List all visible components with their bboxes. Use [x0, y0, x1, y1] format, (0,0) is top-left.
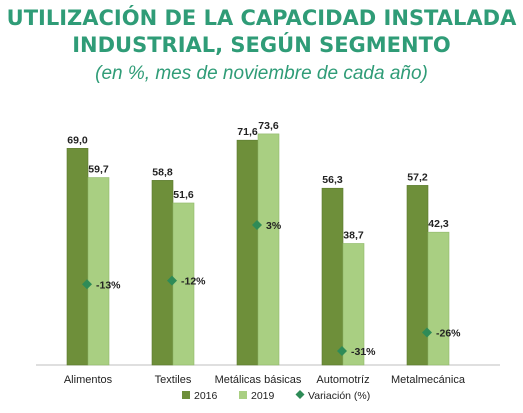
legend: 2016 2019 Variación (%): [182, 390, 370, 402]
variation-label: -26%: [436, 327, 461, 339]
variation-marker: [252, 220, 262, 230]
data-label-2019: 51,6: [173, 189, 194, 201]
bar-2019-alimentos: [87, 177, 110, 366]
category-label: Metalmecánica: [391, 374, 466, 386]
data-label-2019: 73,6: [258, 120, 279, 132]
variation-marker: [167, 275, 177, 286]
chart-subtitle: (en %, mes de noviembre de cada año): [95, 63, 428, 84]
bar-2016-metalmecánica: [406, 185, 429, 366]
category-label: Metálicas básicas: [215, 374, 302, 386]
legend-label: 2016: [194, 390, 218, 402]
data-label-2019: 42,3: [428, 218, 449, 230]
variation-label: 3%: [266, 220, 282, 232]
chart-title-line-2: INDUSTRIAL, SEGÚN SEGMENTO: [72, 33, 451, 57]
data-label-2016: 71,6: [237, 126, 258, 138]
bar-2019-automotríz: [342, 243, 365, 366]
legend-swatch: [182, 391, 190, 399]
variation-marker: [337, 346, 347, 356]
variation-label: -13%: [96, 279, 121, 291]
data-label-2016: 57,2: [407, 171, 428, 183]
data-label-2016: 58,8: [152, 166, 173, 178]
category-label: Automotríz: [316, 374, 369, 386]
variation-marker: [82, 279, 92, 290]
legend-label: Variación (%): [308, 390, 370, 402]
data-label-2019: 59,7: [88, 164, 109, 176]
legend-diamond: [295, 390, 305, 399]
legend-swatch: [239, 391, 247, 399]
bar-2016-alimentos: [66, 148, 89, 366]
variation-label: -31%: [351, 346, 376, 358]
bar-2019-metalmecánica: [427, 231, 450, 366]
variation-label: -12%: [181, 276, 206, 288]
bar-2016-metálicas-básicas: [236, 139, 259, 366]
bar-2016-automotríz: [321, 187, 344, 366]
bar-2019-metálicas-básicas: [257, 133, 280, 366]
data-label-2016: 56,3: [322, 174, 343, 186]
category-label: Textiles: [155, 374, 192, 386]
data-label-2019: 38,7: [343, 229, 364, 241]
bar-2016-textiles: [151, 180, 174, 366]
variation-marker: [422, 327, 432, 338]
data-label-2016: 69,0: [67, 134, 88, 146]
legend-label: 2019: [251, 390, 275, 402]
category-label: Alimentos: [64, 374, 113, 386]
chart-title-line-1: UTILIZACIÓN DE LA CAPACIDAD INSTALADA: [6, 6, 517, 30]
